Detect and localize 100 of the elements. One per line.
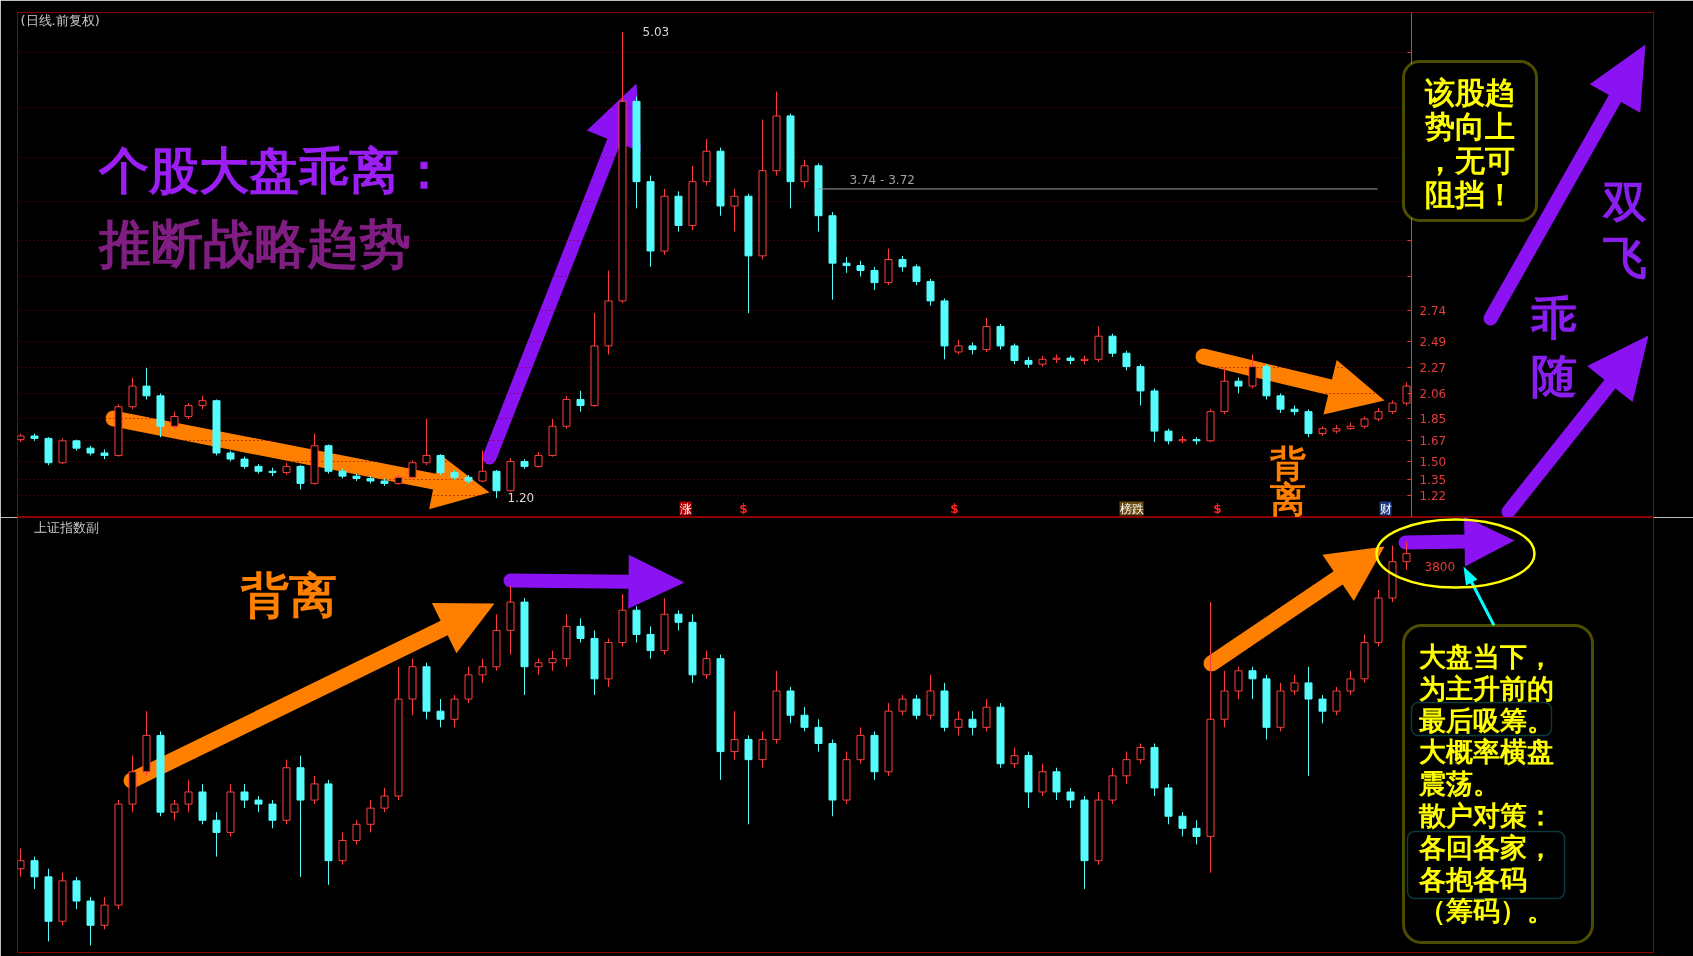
candlestick — [492, 469, 501, 499]
candlestick — [338, 831, 347, 866]
candlestick — [1010, 342, 1019, 365]
candlestick — [1192, 819, 1201, 845]
candlestick — [814, 718, 823, 753]
candlestick — [240, 783, 249, 809]
candlestick — [352, 819, 361, 845]
candlestick — [1304, 408, 1313, 438]
candlestick — [30, 856, 39, 890]
candlestick — [1318, 694, 1327, 724]
candlestick — [1346, 670, 1355, 696]
text: 双飞 — [1600, 176, 1648, 283]
candlestick — [982, 698, 991, 732]
candlestick — [296, 464, 305, 491]
ref-line-label: 3.74 - 3.72 — [849, 172, 915, 187]
candlestick — [366, 799, 375, 833]
candlestick — [646, 625, 655, 660]
annotation: $ — [1213, 501, 1222, 516]
y-tick-label: 1.35 — [1419, 473, 1447, 488]
annotation: 5.03 — [642, 25, 670, 39]
candlestick — [884, 248, 893, 286]
y-tick-label: 1.67 — [1419, 434, 1447, 449]
candlestick — [730, 188, 739, 233]
candlestick — [128, 377, 137, 410]
candlestick — [1038, 763, 1047, 797]
candlestick — [1122, 350, 1131, 371]
candlestick — [898, 694, 907, 716]
y-tick-label: 1.50 — [1419, 455, 1447, 470]
annotation: 榜跌 — [1119, 501, 1144, 516]
candlestick — [576, 390, 585, 413]
annotation: 涨 — [679, 501, 692, 516]
y-tick-label: 1.85 — [1419, 412, 1447, 427]
candlestick — [1304, 666, 1313, 777]
annotation: $ — [950, 501, 959, 516]
annotation: 个股大盘乖离： — [97, 141, 449, 200]
candlestick — [996, 323, 1005, 351]
candlestick — [1066, 787, 1075, 809]
annotation: 财 — [1379, 501, 1392, 516]
candlestick — [982, 317, 991, 353]
text: 3800 — [1424, 560, 1456, 574]
candlestick — [912, 263, 921, 286]
chart-title: 上证指数副 — [33, 520, 99, 535]
candlestick — [968, 710, 977, 736]
candlestick — [58, 437, 67, 465]
candlestick — [422, 418, 431, 466]
candlestick — [674, 609, 683, 631]
y-tick-label: 2.27 — [1419, 361, 1447, 376]
candlestick — [1248, 666, 1257, 700]
annotation: $ — [739, 501, 748, 516]
candlestick — [212, 811, 221, 858]
y-tick-label: 2.74 — [1419, 304, 1447, 319]
candlestick — [450, 694, 459, 728]
candlestick — [758, 730, 767, 769]
candlestick — [478, 450, 487, 483]
candlestick — [170, 799, 179, 821]
annotation: 1.20 — [507, 491, 535, 505]
candlestick — [1136, 743, 1145, 765]
candlestick — [870, 266, 879, 291]
candlestick — [408, 459, 417, 480]
annotation: 背离 — [1268, 441, 1306, 520]
text: 大盘当下，为主升前的最后吸筹。大概率横盘震荡。散户对策：各回各家，各抱各码（筹码）。 — [1418, 641, 1554, 927]
candlestick — [142, 367, 151, 400]
candlestick — [380, 787, 389, 813]
candlestick — [1276, 392, 1285, 414]
candlestick — [1108, 333, 1117, 358]
candlestick — [954, 710, 963, 736]
candlestick — [100, 896, 109, 930]
candlestick — [912, 694, 921, 720]
candlestick — [1290, 674, 1299, 696]
y-tick-label: 2.49 — [1419, 334, 1447, 349]
candlestick — [800, 159, 809, 189]
candlestick — [1248, 353, 1257, 390]
candlestick — [800, 706, 809, 732]
candlestick — [744, 734, 753, 825]
text: 乖随 — [1529, 290, 1577, 403]
text: 该股趋势向上，无可阻挡！ — [1423, 75, 1515, 212]
candlestick — [268, 799, 277, 829]
candlestick — [702, 650, 711, 680]
chart-title: (日线.前复权) — [20, 13, 100, 28]
candlestick — [436, 453, 445, 476]
candlestick — [576, 617, 585, 643]
annotation: 推断战略趋势 — [96, 213, 411, 274]
y-tick-label: 1.22 — [1419, 489, 1447, 504]
candlestick — [1402, 381, 1411, 407]
candlestick — [548, 650, 557, 672]
candlestick — [1010, 747, 1019, 769]
candlestick — [1402, 541, 1411, 571]
candlestick — [926, 278, 935, 307]
candlestick — [1052, 767, 1061, 801]
candlestick — [1332, 686, 1341, 716]
candlestick — [72, 876, 81, 910]
candlestick — [730, 710, 739, 761]
annotation: 背离 — [239, 566, 337, 623]
candlestick — [1178, 811, 1187, 837]
candlestick — [1094, 325, 1103, 363]
candlestick — [1122, 751, 1131, 785]
candlestick — [310, 775, 319, 805]
candlestick — [1234, 666, 1243, 700]
candlestick — [478, 658, 487, 684]
y-tick-label: 2.06 — [1419, 386, 1447, 401]
